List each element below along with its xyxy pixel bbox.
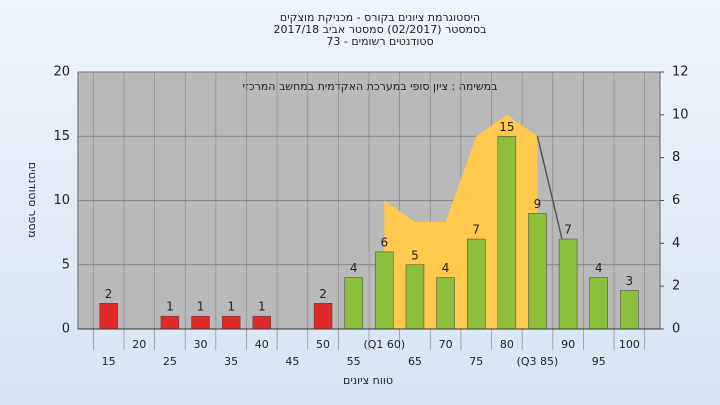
x-tick-label: 80 [500, 338, 514, 351]
x-tick-label: 90 [561, 338, 575, 351]
data-label: 5 [411, 248, 419, 262]
y2-tick-label: 10 [672, 107, 689, 122]
bar [375, 251, 394, 330]
data-label: 4 [350, 261, 358, 275]
y-tick-label: 15 [53, 129, 70, 144]
annotation: במשימה : ציון סופי במערכת האקדמית במחשב … [243, 80, 498, 93]
bar [99, 303, 118, 330]
data-label: 2 [319, 287, 327, 301]
y2-tick-label: 6 [672, 193, 680, 208]
x-tick-label: 45 [285, 355, 299, 368]
bar [497, 136, 517, 330]
data-label: 6 [380, 235, 388, 249]
y2-tick-label: 0 [672, 322, 680, 337]
chart-title: היסטוגרמת ציונים בקורס - מכניקת מוצקים [280, 11, 480, 24]
x-tick-label: 15 [102, 355, 116, 368]
data-label: 3 [626, 274, 634, 288]
x-tick-label: 65 [408, 355, 422, 368]
bar [558, 238, 578, 330]
x-tick-label: 100 [619, 338, 640, 351]
x-tick-label: 30 [194, 338, 208, 351]
data-label: 7 [564, 223, 572, 237]
x-tick-label: 95 [592, 355, 606, 368]
bar [252, 315, 272, 330]
bar [466, 238, 486, 330]
x-tick-label: 75 [469, 355, 483, 368]
x-axis-label: טווח ציונים [343, 374, 393, 387]
data-label: 4 [442, 261, 450, 275]
data-label: 1 [258, 300, 266, 314]
bar [160, 315, 180, 330]
y2-tick-label: 12 [672, 65, 689, 80]
data-label: 7 [472, 223, 480, 237]
data-label: 4 [595, 261, 603, 275]
data-label: 2 [105, 287, 113, 301]
data-label: 1 [197, 300, 205, 314]
data-label: 15 [499, 120, 514, 134]
bar [191, 315, 210, 330]
bar [436, 277, 455, 330]
x-tick-label: 20 [132, 338, 146, 351]
y-tick-label: 20 [53, 65, 70, 80]
bar [221, 315, 241, 330]
y2-tick-label: 2 [672, 279, 680, 294]
data-label: 1 [227, 300, 235, 314]
bar [344, 277, 363, 330]
x-tick-label: 25 [163, 355, 177, 368]
bar [589, 277, 608, 330]
y2-tick-label: 8 [672, 150, 680, 165]
y2-tick-label: 4 [672, 236, 680, 251]
chart-title: סטודנטים רשומים - 73 [326, 35, 433, 48]
y-tick-label: 10 [53, 193, 70, 208]
data-label: 1 [166, 300, 174, 314]
x-tick-label: 50 [316, 338, 330, 351]
y-axis-label: מספר סטודנטים [26, 162, 39, 238]
x-tick-label: 40 [255, 338, 269, 351]
x-tick-label: (Q3 85) [517, 355, 559, 368]
y-tick-label: 0 [62, 322, 70, 337]
x-tick-label: 70 [439, 338, 453, 351]
bar [313, 303, 333, 330]
y-tick-label: 5 [62, 257, 70, 272]
x-tick-label: 35 [224, 355, 238, 368]
chart-title: בסמסטר (02/2017) סמסטר אביב 2017/18 [273, 23, 486, 36]
bar [620, 290, 639, 330]
x-tick-label: 55 [347, 355, 361, 368]
x-tick-label: (Q1 60) [363, 338, 405, 351]
data-label: 9 [534, 197, 542, 211]
bar [528, 213, 547, 330]
bar [405, 264, 425, 330]
